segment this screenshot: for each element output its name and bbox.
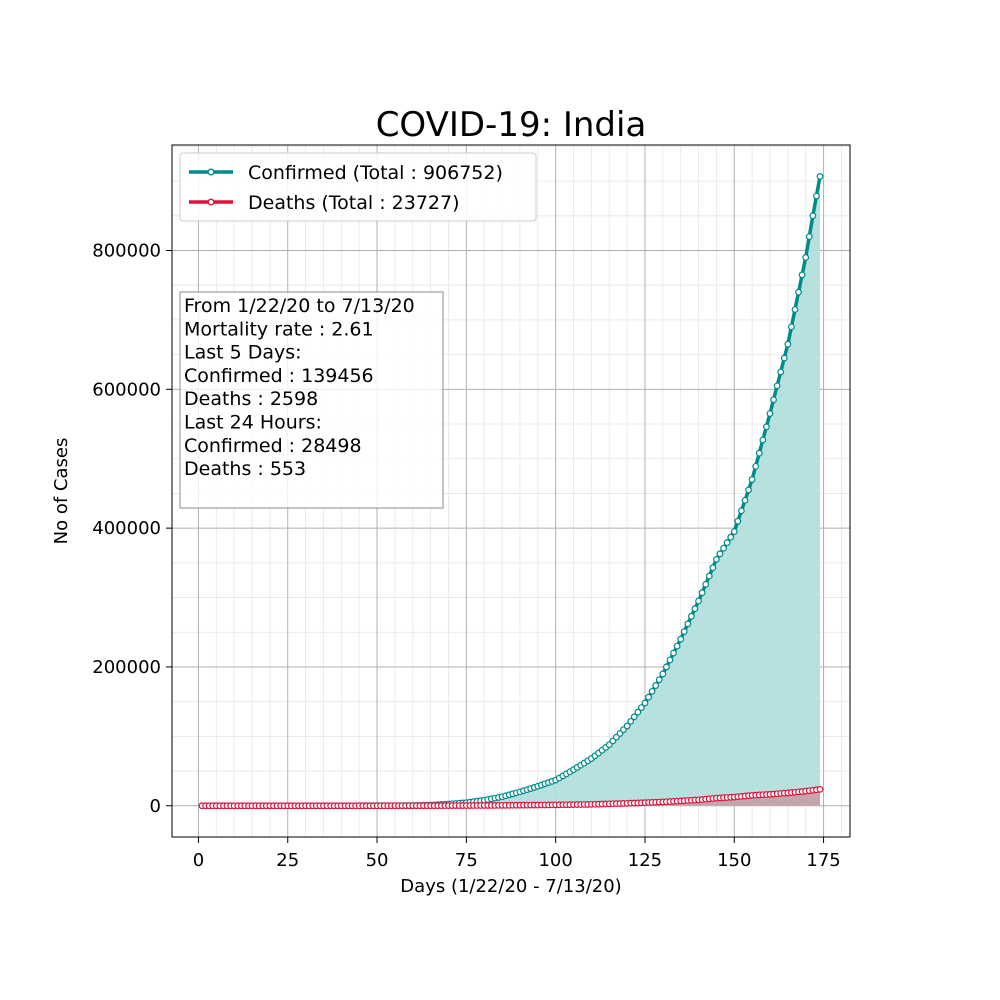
data-point-confirmed <box>652 682 660 689</box>
data-point-confirmed <box>634 708 642 716</box>
data-point-deaths <box>816 785 824 793</box>
data-point-confirmed <box>759 436 767 444</box>
data-point-confirmed <box>816 173 824 180</box>
data-point-confirmed <box>637 704 645 712</box>
x-axis-label: Days (1/22/20 - 7/13/20) <box>400 876 621 897</box>
legend-label-deaths: Deaths (Total : 23727) <box>248 192 460 214</box>
area-fills <box>202 176 820 806</box>
legend: Confirmed (Total : 906752) Deaths (Total… <box>179 152 537 222</box>
x-tick-label: 25 <box>276 850 299 871</box>
data-point-confirmed <box>773 382 781 390</box>
data-point-confirmed <box>752 462 760 470</box>
x-tick-label: 150 <box>717 850 751 871</box>
data-point-confirmed <box>730 528 738 535</box>
y-tick-label: 800000 <box>92 241 161 262</box>
data-point-confirmed <box>673 642 681 650</box>
data-point-confirmed <box>648 687 656 695</box>
data-point-confirmed <box>770 396 777 404</box>
data-point-confirmed <box>795 288 802 296</box>
data-point-confirmed <box>723 539 731 547</box>
data-point-confirmed <box>709 564 717 572</box>
y-axis-label: No of Cases <box>51 438 72 545</box>
data-point-confirmed <box>688 612 695 620</box>
data-point-confirmed <box>691 605 699 613</box>
info-line-mortality: Mortality rate : 2.61 <box>184 318 374 340</box>
data-point-confirmed <box>627 717 635 725</box>
data-point-confirmed <box>713 555 720 563</box>
data-point-confirmed <box>745 486 752 494</box>
data-point-confirmed <box>677 635 685 643</box>
info-line-last5-deaths: Deaths : 2598 <box>184 388 318 410</box>
legend-marker-deaths <box>207 198 215 206</box>
data-point-confirmed <box>698 589 706 597</box>
x-tick-label: 100 <box>538 850 572 871</box>
data-point-confirmed <box>755 449 763 457</box>
data-point-confirmed <box>784 340 792 348</box>
area-fill-deaths <box>202 789 820 806</box>
data-point-confirmed <box>666 656 674 664</box>
data-point-confirmed <box>705 572 713 580</box>
plot-frame <box>171 144 851 838</box>
x-tick-label: 125 <box>628 850 662 871</box>
x-tick-label: 75 <box>455 850 478 871</box>
y-tick-label: 200000 <box>92 657 161 678</box>
data-point-confirmed <box>662 663 670 671</box>
info-line-last24-header: Last 24 Hours: <box>184 412 322 434</box>
x-tick-label: 0 <box>193 850 204 871</box>
area-fill-confirmed <box>202 176 820 806</box>
data-point-confirmed <box>645 693 652 701</box>
data-point-confirmed <box>630 713 638 721</box>
data-point-confirmed <box>670 649 677 657</box>
x-tick-label: 175 <box>806 850 840 871</box>
series-markers <box>198 173 824 810</box>
data-point-confirmed <box>659 670 667 678</box>
info-line-last5-header: Last 5 Days: <box>184 342 302 364</box>
data-point-confirmed <box>738 507 745 515</box>
info-box-frame <box>179 291 444 509</box>
data-point-confirmed <box>802 254 810 261</box>
stats-info-box: From 1/22/20 to 7/13/20 Mortality rate :… <box>179 291 444 509</box>
data-point-confirmed <box>680 628 688 635</box>
y-tick-label: 400000 <box>92 518 161 539</box>
data-point-confirmed <box>798 271 806 279</box>
chart-title: COVID-19: India <box>376 105 647 145</box>
data-point-confirmed <box>763 423 770 431</box>
data-point-confirmed <box>727 533 735 541</box>
y-tick-label: 600000 <box>92 379 161 400</box>
data-point-confirmed <box>791 306 799 313</box>
y-tick-label: 0 <box>150 796 161 817</box>
data-point-confirmed <box>734 517 742 525</box>
data-point-confirmed <box>716 550 724 558</box>
legend-marker-confirmed <box>207 168 215 176</box>
data-point-confirmed <box>695 597 702 605</box>
data-point-confirmed <box>641 699 649 707</box>
info-line-last5-confirmed: Confirmed : 139456 <box>184 365 374 387</box>
info-line-date-range: From 1/22/20 to 7/13/20 <box>184 295 415 317</box>
data-point-confirmed <box>748 476 756 483</box>
data-point-confirmed <box>777 368 785 376</box>
data-point-confirmed <box>788 323 795 331</box>
data-point-confirmed <box>684 620 692 628</box>
data-point-confirmed <box>809 212 817 220</box>
data-point-confirmed <box>766 410 774 418</box>
data-point-confirmed <box>623 722 631 730</box>
legend-box <box>179 152 537 222</box>
info-line-last24-confirmed: Confirmed : 28498 <box>184 435 362 457</box>
data-point-confirmed <box>702 580 710 588</box>
x-tick-label: 50 <box>366 850 389 871</box>
data-point-confirmed <box>780 354 788 362</box>
data-point-confirmed <box>741 496 749 504</box>
data-point-confirmed <box>655 676 663 684</box>
data-point-confirmed <box>805 233 813 241</box>
legend-label-confirmed: Confirmed (Total : 906752) <box>248 162 503 184</box>
data-point-confirmed <box>720 544 727 552</box>
data-point-confirmed <box>813 192 820 200</box>
axis-ticks: 0 25 50 75 100 125 150 175 0 200000 400000 600000 80… <box>92 241 840 871</box>
info-line-last24-deaths: Deaths : 553 <box>184 458 306 480</box>
